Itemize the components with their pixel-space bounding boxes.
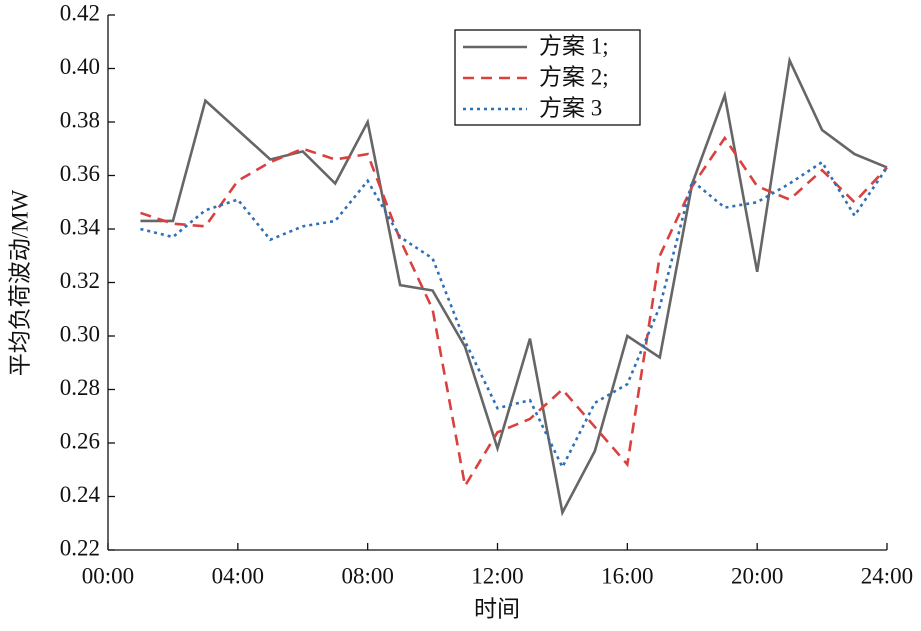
y-tick-label: 0.32 <box>60 268 100 293</box>
legend-label: 方案 2; <box>539 64 609 89</box>
legend-label: 方案 3 <box>539 95 602 120</box>
y-tick-label: 0.34 <box>60 214 101 239</box>
x-tick-label: 12:00 <box>471 563 523 588</box>
y-tick-label: 0.36 <box>60 161 100 186</box>
x-tick-label: 08:00 <box>341 563 393 588</box>
series-line <box>140 56 888 517</box>
y-tick-label: 0.24 <box>60 482 101 507</box>
x-tick-label: 16:00 <box>601 563 653 588</box>
y-tick-label: 0.22 <box>60 535 100 560</box>
y-tick-label: 0.26 <box>60 428 100 453</box>
y-tick-label: 0.40 <box>60 54 100 79</box>
x-axis-label: 时间 <box>474 596 520 621</box>
series-line <box>140 135 888 490</box>
y-tick-label: 0.42 <box>60 0 100 25</box>
x-tick-label: 20:00 <box>731 563 783 588</box>
legend-label: 方案 1; <box>539 33 609 58</box>
x-tick-label: 04:00 <box>212 563 264 588</box>
x-tick-label: 00:00 <box>82 563 134 588</box>
x-tick-label: 24:00 <box>861 563 913 588</box>
y-tick-label: 0.28 <box>60 375 100 400</box>
y-tick-label: 0.38 <box>60 107 100 132</box>
series-line <box>140 160 889 471</box>
y-axis-label: 平均负荷波动/MW <box>7 189 32 376</box>
y-tick-label: 0.30 <box>60 321 100 346</box>
